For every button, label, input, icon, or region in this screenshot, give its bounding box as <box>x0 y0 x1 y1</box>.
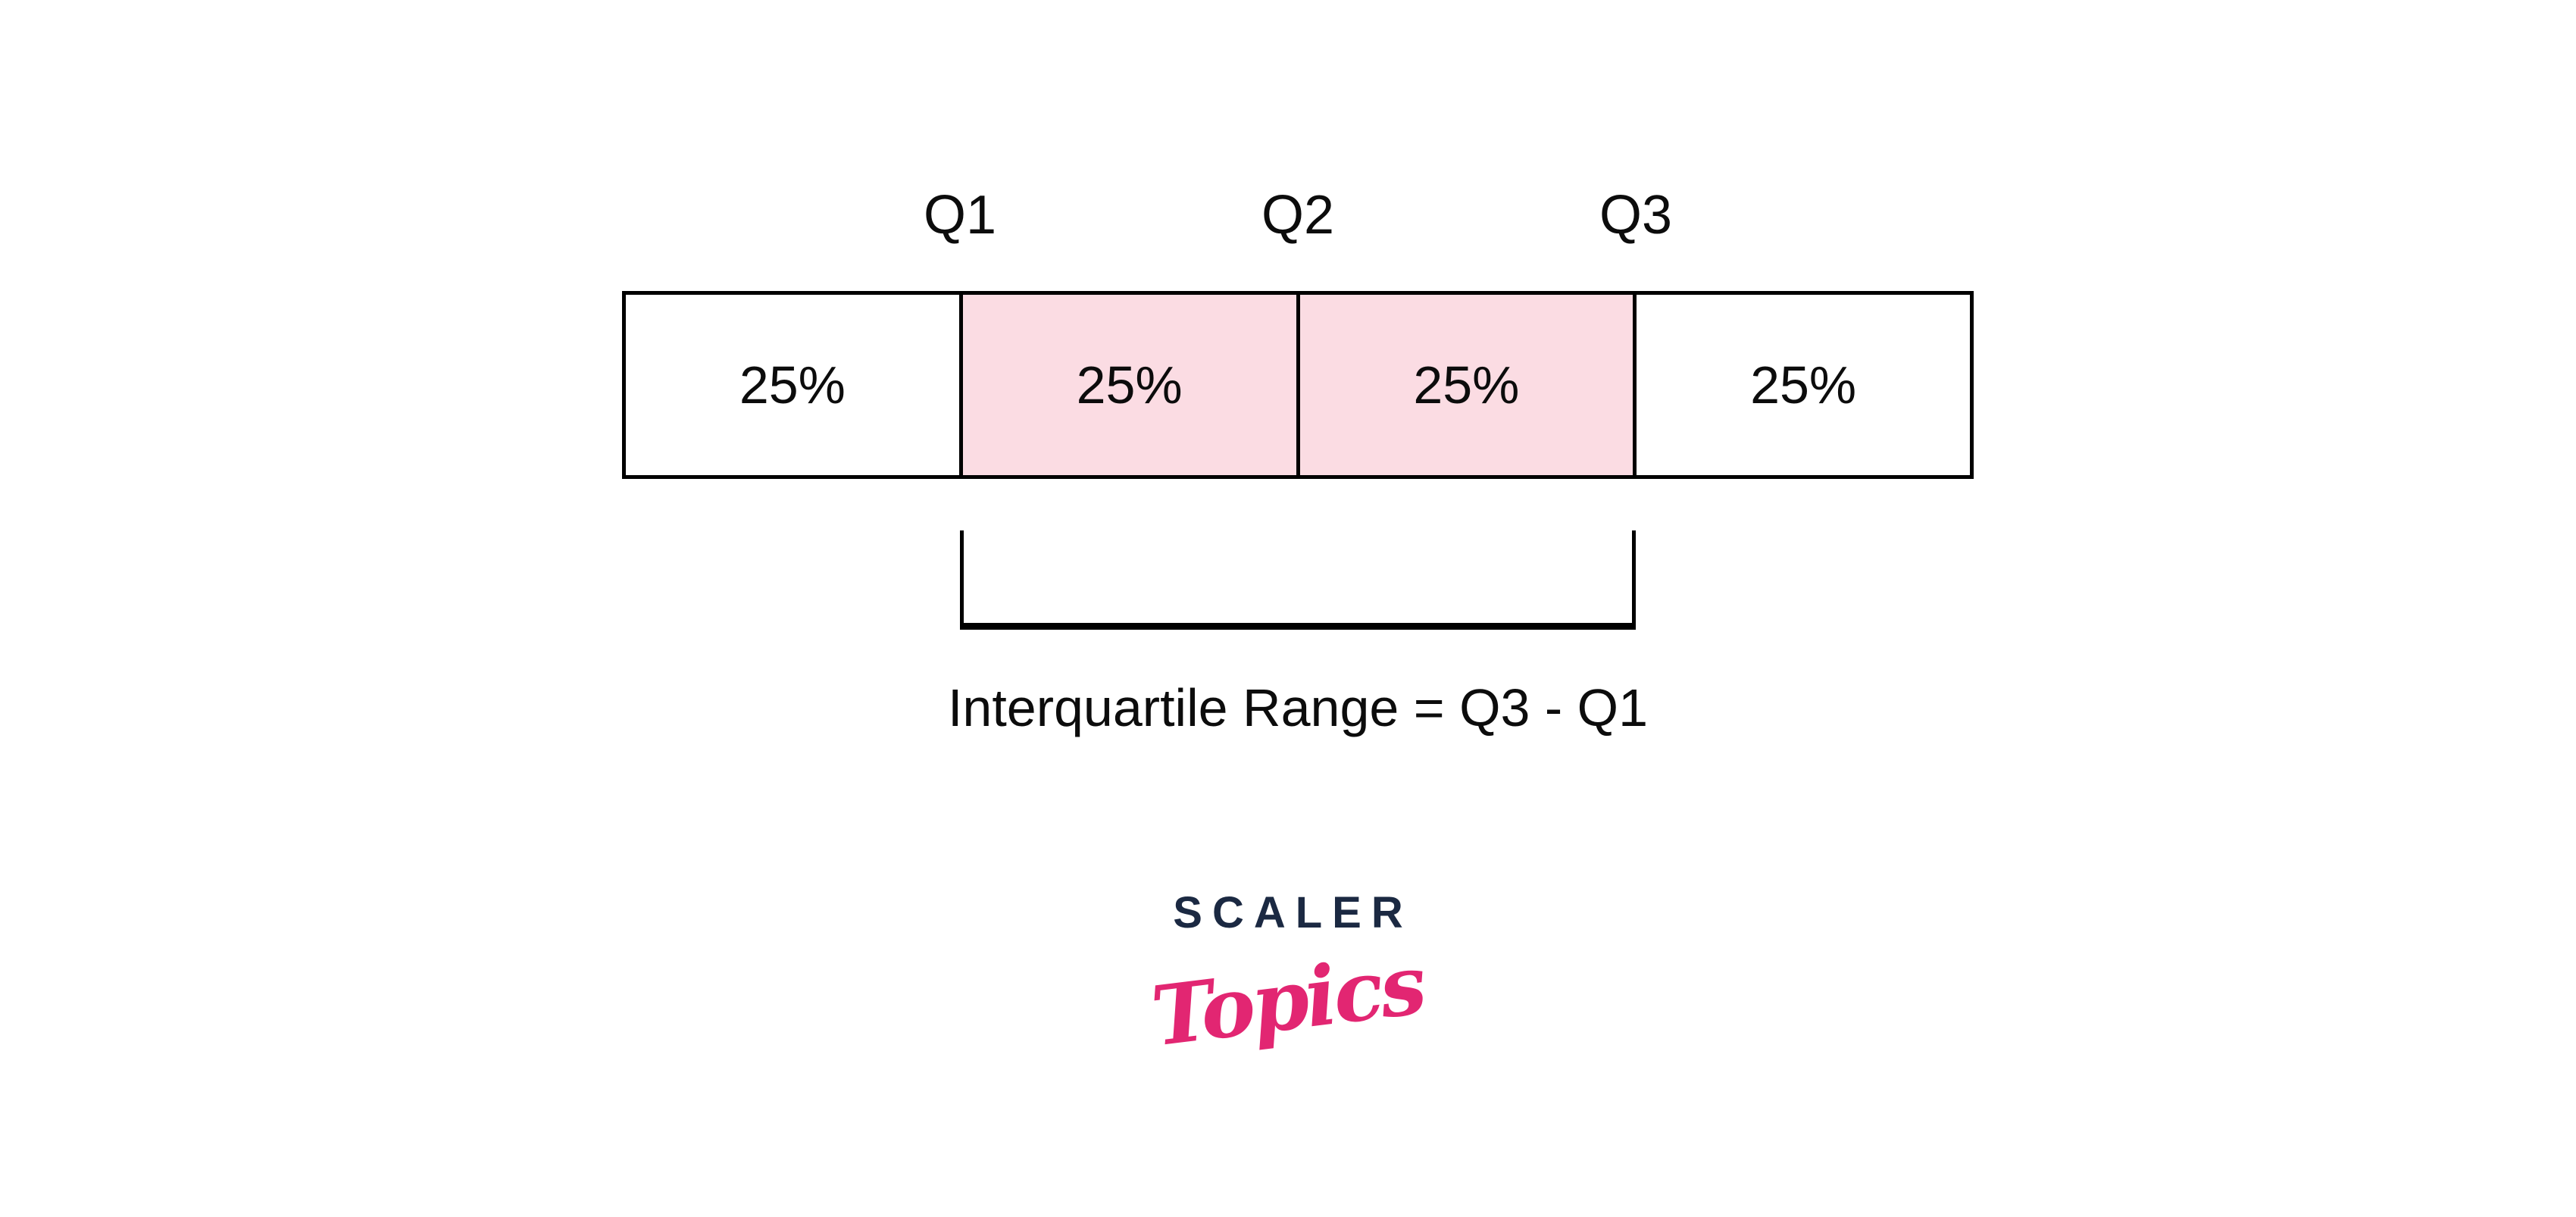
scaler-wordmark: SCALER <box>1173 888 1413 937</box>
quartile-segment-2: 25% <box>962 295 1300 475</box>
q3-label: Q3 <box>1599 185 1673 246</box>
iqr-caption: Interquartile Range = Q3 - Q1 <box>947 678 1649 737</box>
topics-script: Topics <box>1147 937 1429 1065</box>
quartile-segment-3: 25% <box>1299 295 1637 475</box>
q1-label: Q1 <box>923 185 997 246</box>
quartile-segment-4: 25% <box>1750 355 1857 415</box>
quartile-segment-1: 25% <box>626 295 963 475</box>
q2-label: Q2 <box>1261 185 1335 246</box>
iqr-bracket <box>960 530 1636 630</box>
scaler-topics-logo: SCALER Topics <box>1061 888 1515 1065</box>
quartile-box: 25% 25% 25% 25% <box>622 291 1974 479</box>
